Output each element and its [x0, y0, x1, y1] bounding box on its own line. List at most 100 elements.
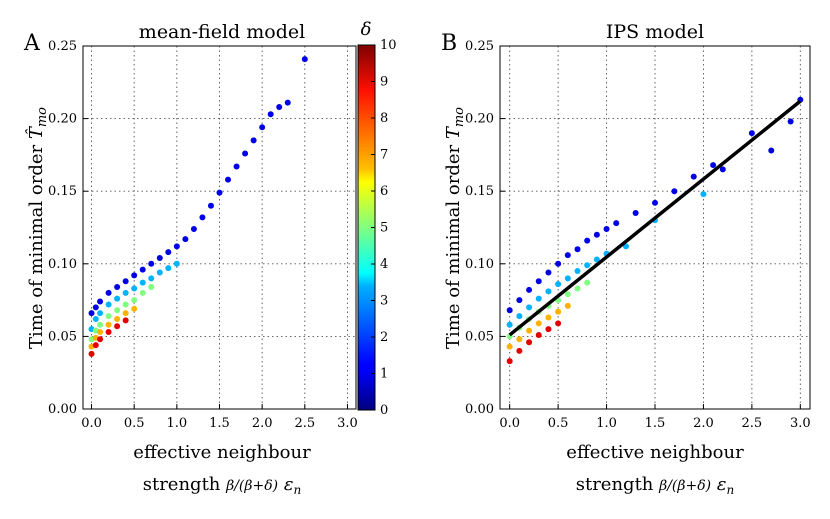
data-point — [131, 297, 138, 304]
data-point — [632, 209, 639, 216]
data-point — [526, 327, 533, 334]
data-point — [690, 173, 697, 180]
data-point — [545, 269, 552, 276]
data-point — [97, 336, 104, 343]
data-point — [114, 307, 121, 314]
fit-line — [508, 99, 802, 337]
data-point — [114, 284, 121, 291]
data-point — [97, 321, 104, 328]
data-point — [748, 130, 755, 137]
data-point — [555, 260, 562, 267]
data-point — [97, 329, 104, 336]
data-point — [516, 347, 523, 354]
axes-frame — [499, 45, 811, 410]
y-tick-label: 0.05 — [465, 329, 494, 344]
data-point — [526, 286, 533, 293]
panel-letter-a: A — [23, 31, 41, 56]
data-point — [105, 321, 112, 328]
y-tick-label: 0.10 — [48, 257, 77, 272]
x-tick-label: 2.5 — [742, 416, 763, 431]
data-point — [593, 256, 600, 263]
data-point — [267, 111, 274, 118]
data-point — [139, 266, 146, 273]
data-point — [148, 275, 155, 282]
data-point — [88, 350, 95, 357]
x-tick-label: 2.0 — [252, 416, 273, 431]
data-point — [584, 279, 591, 286]
colorbar-ticks: 0 1 2 3 4 5 6 7 8 9 10 — [371, 38, 397, 418]
y-tick-label: 0.15 — [48, 184, 77, 199]
data-point — [535, 320, 542, 327]
panel-b-ylabel: Time of minimal order Tmo — [443, 107, 467, 349]
x-tick-label: 0.5 — [124, 416, 145, 431]
data-point — [545, 314, 552, 321]
data-point — [301, 56, 308, 63]
colorbar-tick-label: 6 — [380, 184, 388, 199]
data-point — [139, 279, 146, 286]
data-point — [516, 313, 523, 320]
data-point — [122, 317, 129, 324]
data-point — [535, 331, 542, 338]
colorbar-tick-label: 4 — [380, 257, 388, 272]
data-point — [564, 291, 571, 298]
data-point — [259, 124, 266, 131]
data-point — [122, 278, 129, 285]
data-point — [190, 225, 197, 232]
data-point — [182, 236, 189, 243]
data-point — [613, 220, 620, 227]
panel-a-xlabel-line2: strength β/(β+δ) εn — [143, 474, 302, 497]
panel-a-axes: 0.0 0.5 1.0 1.5 2.0 2.5 3.0 0.00 0.05 0.10 0.15 0.2… — [48, 39, 358, 431]
data-point — [535, 295, 542, 302]
data-point — [165, 249, 172, 256]
data-point — [555, 308, 562, 315]
data-point — [671, 188, 678, 195]
data-point — [545, 288, 552, 295]
x-tick-label: 2.5 — [294, 416, 315, 431]
data-point — [506, 321, 513, 328]
y-tick-label: 0.20 — [48, 112, 77, 127]
x-tick-label: 3.0 — [790, 416, 811, 431]
data-point — [564, 302, 571, 309]
data-point — [131, 272, 138, 279]
data-point — [122, 310, 129, 317]
data-point — [92, 342, 99, 349]
data-point — [114, 323, 121, 330]
x-tick-label: 2.0 — [693, 416, 714, 431]
data-point — [652, 199, 658, 206]
data-point — [574, 285, 581, 292]
data-point — [122, 289, 129, 296]
y-tick-label: 0.20 — [465, 112, 494, 127]
data-point — [787, 118, 794, 125]
data-point — [148, 284, 155, 291]
data-point — [88, 310, 95, 317]
colorbar-tick-label: 5 — [380, 221, 388, 236]
data-point — [156, 254, 163, 261]
colorbar-tick-label: 9 — [380, 75, 388, 90]
data-point — [584, 237, 591, 244]
data-point — [719, 166, 726, 173]
data-point — [173, 243, 180, 250]
data-point — [700, 191, 707, 198]
data-point — [92, 304, 99, 311]
data-point — [148, 260, 155, 267]
data-point — [92, 315, 99, 322]
x-tick-label: 0.0 — [499, 416, 520, 431]
colorbar-tick-label: 3 — [380, 294, 388, 309]
y-tick-label: 0.10 — [465, 257, 494, 272]
data-point — [233, 163, 240, 170]
data-point — [139, 289, 146, 296]
y-tick-label: 0.25 — [48, 39, 77, 54]
data-point — [526, 339, 533, 346]
data-point — [506, 358, 513, 365]
y-tick-label: 0.15 — [465, 184, 494, 199]
data-point — [122, 301, 129, 308]
y-tick-label: 0.00 — [48, 402, 77, 417]
panel-b-xlabel-line1: effective neighbour — [566, 442, 744, 463]
y-tick-label: 0.05 — [48, 329, 77, 344]
panel-b-xlabel-line2: strength β/(β+δ) εn — [576, 474, 735, 497]
data-point — [574, 246, 581, 253]
panel-b-title: IPS model — [606, 21, 704, 43]
data-point — [216, 189, 223, 196]
panel-a-ylabel: Time of minimal order T̂mo — [25, 107, 50, 349]
